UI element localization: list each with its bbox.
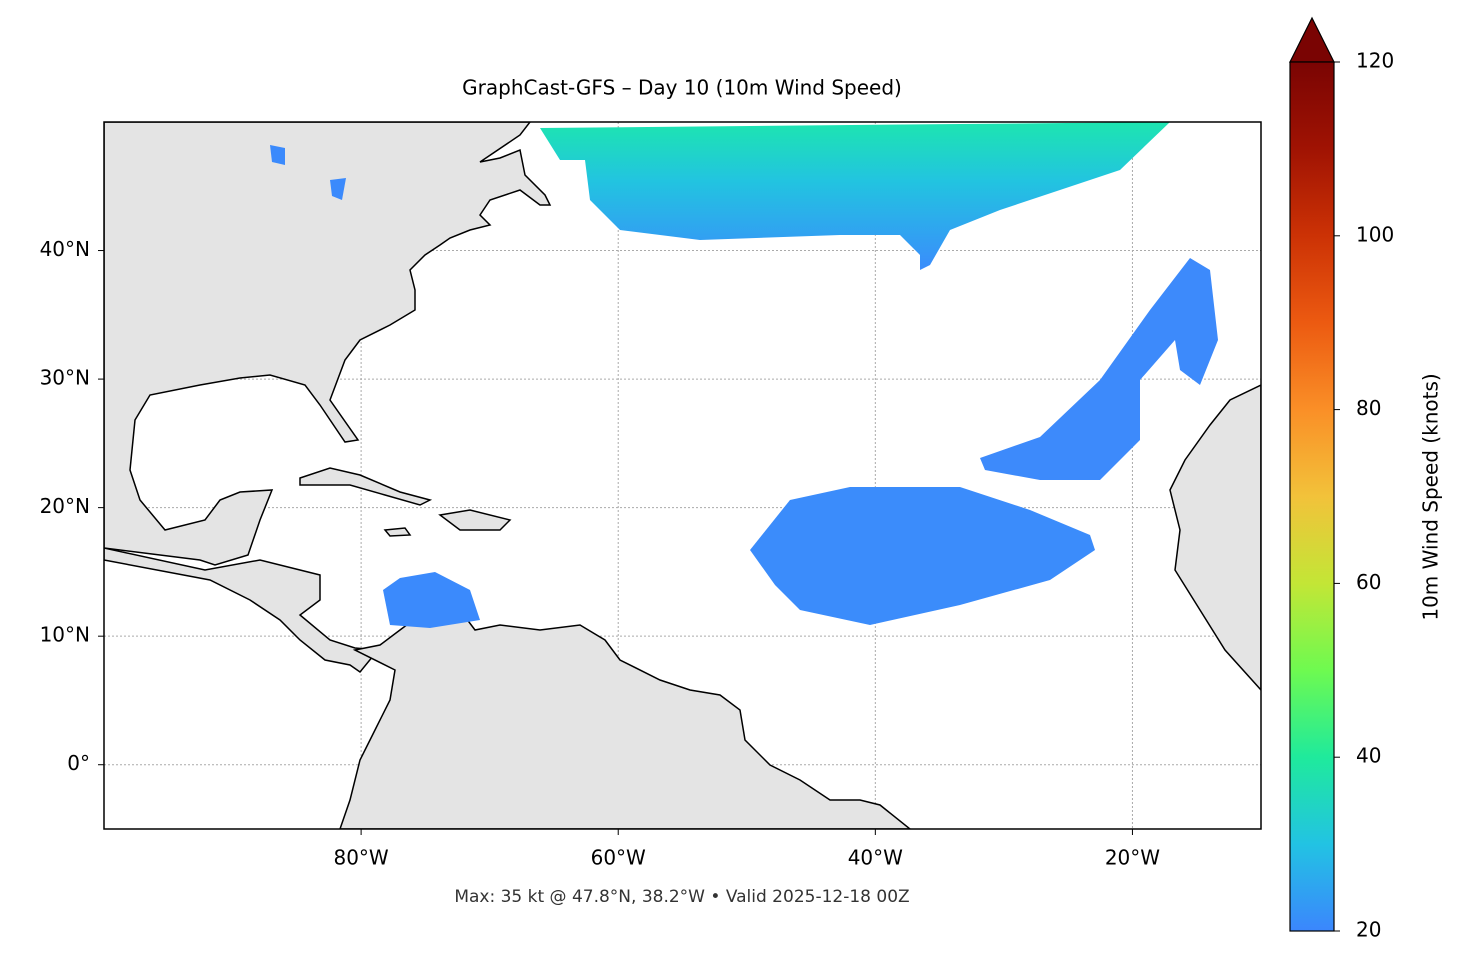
wind-field <box>383 572 480 628</box>
north-america <box>104 122 552 566</box>
colorbar-tick-label: 20 <box>1356 918 1381 942</box>
cuba <box>299 467 433 506</box>
map-area <box>104 122 1261 829</box>
wind-field <box>330 178 346 200</box>
central-america <box>104 547 380 674</box>
colorbar <box>1289 61 1335 932</box>
wind-field <box>750 487 1095 625</box>
colorbar-tick-label: 100 <box>1356 222 1394 246</box>
colorbar-extend <box>1289 16 1335 63</box>
colorbar-label: 10m Wind Speed (knots) <box>1419 373 1443 620</box>
x-tick-label: 40°W <box>848 846 903 870</box>
jamaica <box>383 527 412 537</box>
y-tick-label: 40°N <box>40 237 90 261</box>
x-tick-label: 80°W <box>333 846 388 870</box>
y-tick-label: 20°N <box>40 494 90 518</box>
y-tick-label: 30°N <box>40 366 90 390</box>
wind-field <box>980 258 1218 480</box>
colorbar-tick-label: 60 <box>1356 570 1381 594</box>
footer: Max: 35 kt @ 47.8°N, 38.2°W • Valid 2025… <box>454 887 909 907</box>
x-tick-label: 60°W <box>591 846 646 870</box>
plot-frame <box>103 121 1262 830</box>
colorbar-tick-label: 40 <box>1356 744 1381 768</box>
wind-field <box>270 145 285 165</box>
y-tick-label: 10°N <box>40 623 90 647</box>
y-tick-label: 0° <box>67 751 90 775</box>
colorbar-tick-label: 80 <box>1356 396 1381 420</box>
colorbar-tick-label: 120 <box>1356 49 1394 73</box>
africa <box>1169 384 1261 692</box>
hispaniola <box>438 509 512 531</box>
title: GraphCast-GFS – Day 10 (10m Wind Speed) <box>462 76 902 100</box>
x-tick-label: 20°W <box>1105 846 1160 870</box>
wind-field <box>540 122 1170 270</box>
